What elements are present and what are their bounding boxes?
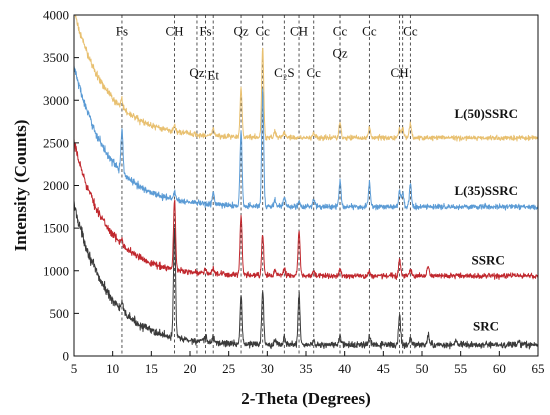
phase-label: Fs <box>199 23 211 38</box>
phase-label: Cc <box>333 23 348 38</box>
series-label: L(35)SSRC <box>454 183 518 198</box>
series-line <box>74 138 538 281</box>
phase-label: C₂S <box>274 65 294 80</box>
x-tick-label: 40 <box>338 361 351 376</box>
y-tick-label: 1000 <box>43 263 69 278</box>
x-tick-label: 5 <box>71 361 78 376</box>
x-tick-label: 25 <box>222 361 235 376</box>
series-line <box>74 200 538 350</box>
x-axis-title: 2-Theta (Degrees) <box>241 389 371 408</box>
phase-label: Qz <box>189 65 204 80</box>
x-tick-label: 35 <box>300 361 313 376</box>
phase-label: Cc <box>255 23 270 38</box>
y-axis-title: Intensity (Counts) <box>11 120 30 252</box>
phase-label: Cc <box>403 23 418 38</box>
x-tick-label: 55 <box>454 361 467 376</box>
x-tick-label: 10 <box>106 361 119 376</box>
series-label: L(50)SSRC <box>454 106 518 121</box>
phase-label: Et <box>207 68 219 83</box>
phase-label: CH <box>290 23 308 38</box>
phase-label: Qz <box>233 23 248 38</box>
y-tick-label: 500 <box>50 306 70 321</box>
phase-label: Fs <box>116 23 128 38</box>
x-tick-label: 15 <box>145 361 158 376</box>
series-line <box>74 15 538 142</box>
x-tick-label: 30 <box>261 361 274 376</box>
y-tick-label: 2500 <box>43 135 69 150</box>
phase-label: CH <box>391 65 409 80</box>
x-tick-label: 60 <box>493 361 506 376</box>
y-axis-ticks: 0 500 1000 1500 2000 2500 3000 3500 4000 <box>43 8 79 364</box>
x-tick-label: 20 <box>184 361 197 376</box>
x-tick-label: 45 <box>377 361 390 376</box>
y-tick-label: 1500 <box>43 221 69 236</box>
y-tick-label: 3000 <box>43 93 69 108</box>
series-label: SSRC <box>471 253 504 268</box>
y-tick-label: 2000 <box>43 178 69 193</box>
reference-lines <box>121 15 411 356</box>
series-line <box>74 65 538 211</box>
phase-label: CH <box>166 23 184 38</box>
phase-label: Cc <box>362 23 377 38</box>
series-labels: SRC SSRC L(35)SSRC L(50)SSRC <box>454 106 518 333</box>
phase-label: Qz <box>332 46 347 61</box>
phase-label: Cc <box>307 65 322 80</box>
y-tick-label: 4000 <box>43 8 69 23</box>
x-tick-label: 50 <box>416 361 429 376</box>
y-tick-label: 3500 <box>43 50 69 65</box>
x-axis-ticks: 5 10 15 20 25 30 35 40 45 50 55 60 65 <box>71 351 545 376</box>
series-label: SRC <box>473 318 499 333</box>
x-tick-label: 65 <box>532 361 545 376</box>
series-layer <box>74 15 538 350</box>
y-tick-label: 0 <box>63 349 70 364</box>
